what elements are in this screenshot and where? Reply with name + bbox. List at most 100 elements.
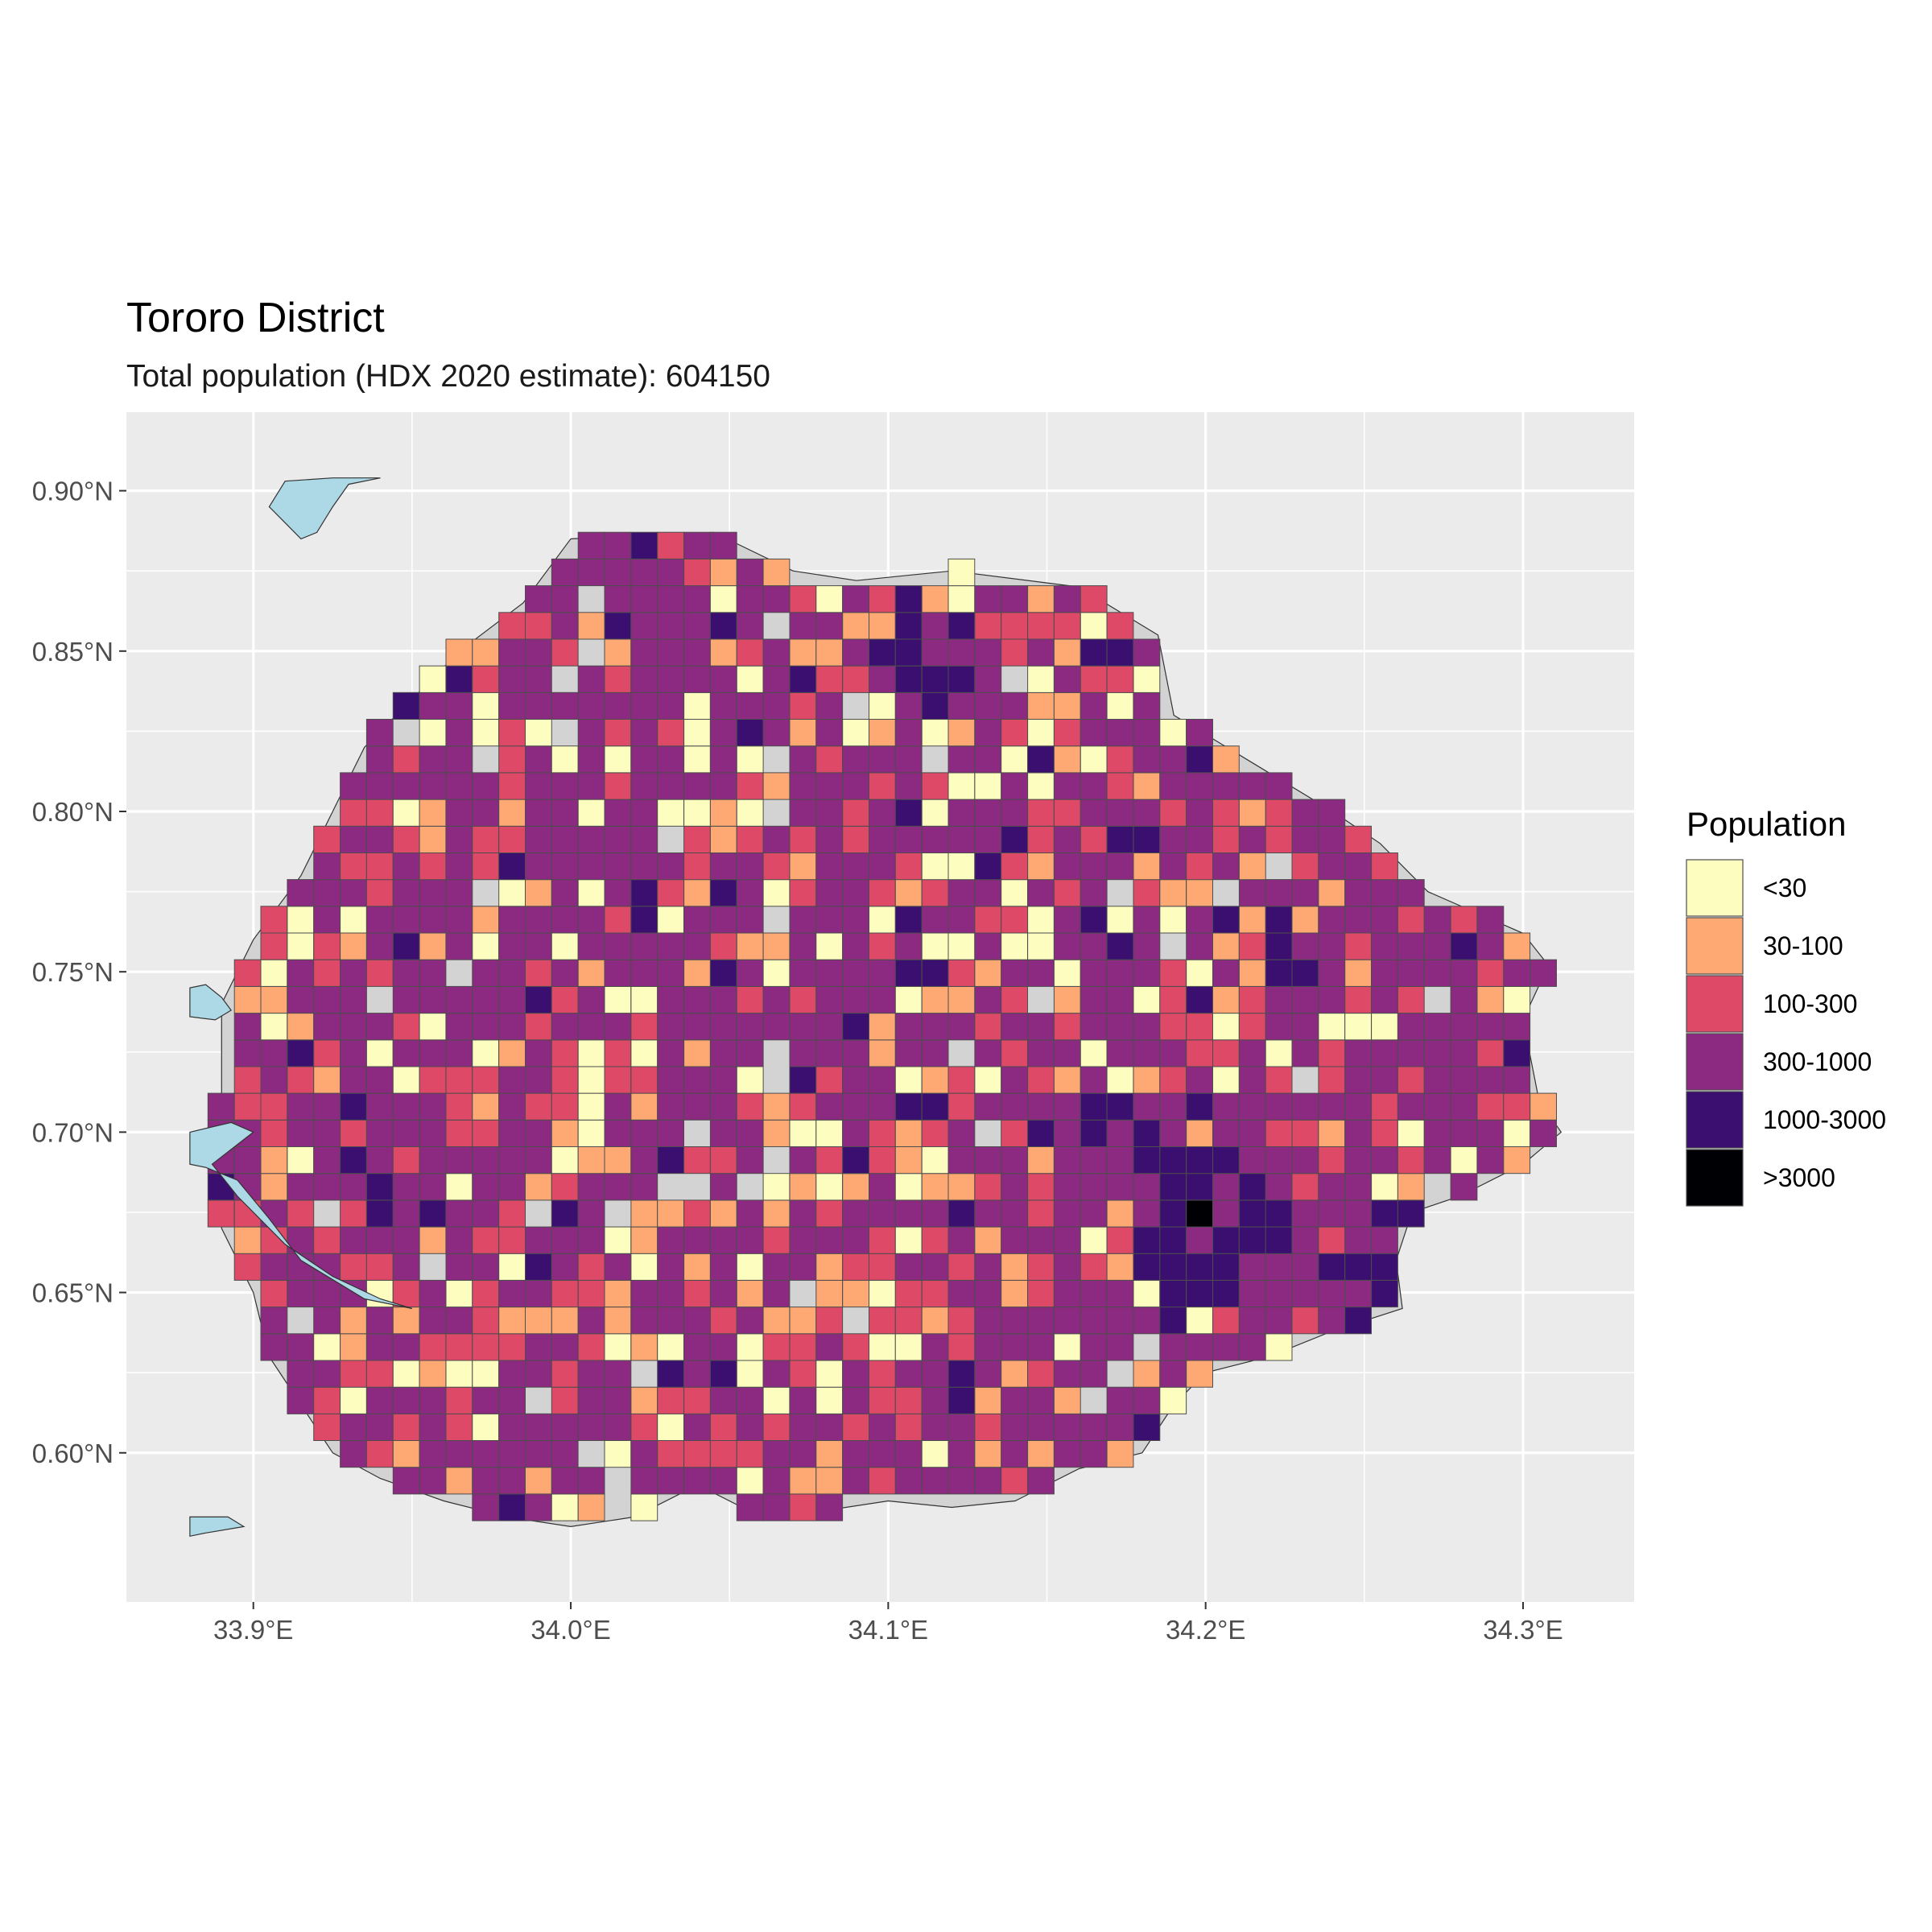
population-cell [392, 1279, 420, 1308]
population-cell [630, 558, 658, 587]
population-cell [1027, 1119, 1055, 1148]
population-cell [921, 799, 949, 827]
population-cell [525, 1119, 552, 1148]
population-cell [604, 932, 632, 960]
population-cell [445, 745, 473, 774]
population-cell [630, 719, 658, 747]
population-cell [551, 1440, 579, 1468]
population-cell [1080, 932, 1108, 960]
population-cell [1238, 1279, 1266, 1308]
population-cell [1159, 1199, 1187, 1228]
population-cell [815, 1440, 844, 1468]
population-cell [630, 1226, 658, 1254]
population-cell [947, 1253, 976, 1281]
population-cell [1027, 1467, 1055, 1495]
population-cell [630, 1253, 658, 1281]
population-cell [365, 745, 394, 774]
population-cell [762, 1307, 791, 1335]
population-cell [1212, 1253, 1240, 1281]
population-cell [815, 719, 844, 747]
population-cell [313, 1413, 341, 1442]
population-cell [709, 1440, 737, 1468]
population-cell [630, 1413, 658, 1442]
population-cell [1265, 985, 1293, 1014]
population-cell [1212, 745, 1240, 774]
population-cell [869, 985, 896, 1014]
population-cell [1212, 799, 1240, 827]
population-cell [1530, 959, 1557, 987]
population-cell [1476, 1146, 1505, 1174]
population-cell [525, 906, 552, 934]
population-cell [1159, 1307, 1187, 1335]
population-cell [1186, 1119, 1213, 1148]
population-cell [1212, 1013, 1240, 1041]
population-cell [1186, 1333, 1213, 1361]
population-cell [365, 1092, 394, 1121]
population-cell [1450, 985, 1478, 1014]
population-cell [657, 665, 685, 693]
population-cell [815, 638, 844, 667]
population-cell [630, 852, 658, 881]
population-cell [498, 932, 526, 960]
population-cell [762, 959, 791, 987]
population-cell [869, 1119, 896, 1148]
population-cell [815, 665, 844, 693]
population-cell [789, 585, 817, 613]
population-cell [894, 745, 923, 774]
population-cell [789, 1386, 817, 1414]
population-cell [1027, 799, 1055, 827]
population-cell [445, 985, 473, 1014]
population-cell [1318, 1307, 1346, 1335]
population-cell [525, 985, 552, 1014]
population-cell [1186, 906, 1213, 934]
population-cell [683, 691, 711, 720]
population-cell [1371, 906, 1398, 934]
population-cell [365, 1146, 394, 1174]
population-cell [921, 585, 949, 613]
population-cell [736, 906, 764, 934]
population-cell [1186, 1199, 1213, 1228]
population-cell [736, 558, 764, 587]
population-cell [340, 1039, 367, 1067]
population-cell [974, 985, 1002, 1014]
population-cell [287, 1119, 315, 1148]
population-cell [683, 665, 711, 693]
population-cell [842, 612, 869, 640]
population-cell [894, 825, 923, 854]
population-cell [683, 1039, 711, 1067]
population-cell [815, 959, 844, 987]
population-cell [974, 1333, 1002, 1361]
population-cell [947, 1146, 976, 1174]
population-cell [842, 932, 869, 960]
population-cell [1238, 879, 1266, 907]
population-cell [392, 906, 420, 934]
population-cell [1027, 1199, 1055, 1228]
population-cell [1080, 1066, 1108, 1094]
population-cell [260, 1066, 288, 1094]
population-cell [842, 719, 869, 747]
population-cell [1159, 879, 1187, 907]
population-cell [340, 1253, 367, 1281]
population-cell [1318, 1039, 1346, 1067]
population-cell [1053, 879, 1081, 907]
population-cell [762, 1360, 791, 1388]
population-cell [869, 1092, 896, 1121]
population-cell [1133, 1066, 1161, 1094]
population-cell [736, 665, 764, 693]
population-cell [921, 1013, 949, 1041]
population-cell [551, 799, 579, 827]
population-cell [657, 1279, 685, 1308]
population-cell [762, 1253, 791, 1281]
population-cell [1027, 719, 1055, 747]
population-cell [1053, 1013, 1081, 1041]
population-cell [683, 1467, 711, 1495]
population-cell [551, 1333, 579, 1361]
map-subtitle: Total population (HDX 2020 estimate): 60… [126, 359, 770, 394]
population-cell [1001, 1039, 1028, 1067]
population-cell [630, 1039, 658, 1067]
population-cell [736, 638, 764, 667]
population-cell [709, 1173, 737, 1201]
population-cell [657, 558, 685, 587]
population-cell [683, 531, 711, 559]
population-cell [1291, 1279, 1319, 1308]
